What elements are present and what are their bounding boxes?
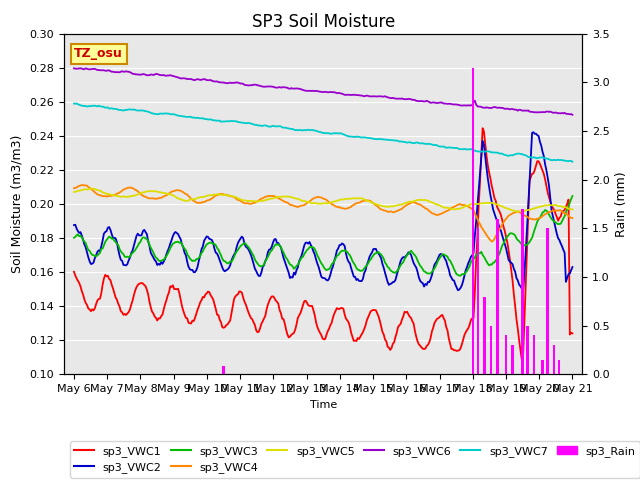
Bar: [533, 336, 536, 374]
Legend: sp3_VWC1, sp3_VWC2, sp3_VWC3, sp3_VWC4, sp3_VWC5, sp3_VWC6, sp3_VWC7, sp3_Rain: sp3_VWC1, sp3_VWC2, sp3_VWC3, sp3_VWC4, …: [70, 441, 640, 478]
Bar: [472, 68, 474, 374]
X-axis label: Time: Time: [310, 400, 337, 409]
Bar: [483, 297, 486, 374]
Bar: [222, 366, 225, 374]
Y-axis label: Soil Moisture (m3/m3): Soil Moisture (m3/m3): [11, 135, 24, 273]
Bar: [522, 209, 524, 374]
Bar: [553, 345, 556, 374]
Bar: [497, 218, 499, 374]
Bar: [527, 326, 529, 374]
Bar: [541, 360, 544, 374]
Bar: [490, 326, 492, 374]
Bar: [547, 228, 548, 374]
Bar: [477, 228, 479, 374]
Y-axis label: Rain (mm): Rain (mm): [616, 171, 628, 237]
Bar: [505, 336, 507, 374]
Text: TZ_osu: TZ_osu: [74, 48, 123, 60]
Bar: [558, 360, 560, 374]
Bar: [511, 345, 514, 374]
Title: SP3 Soil Moisture: SP3 Soil Moisture: [252, 12, 395, 31]
